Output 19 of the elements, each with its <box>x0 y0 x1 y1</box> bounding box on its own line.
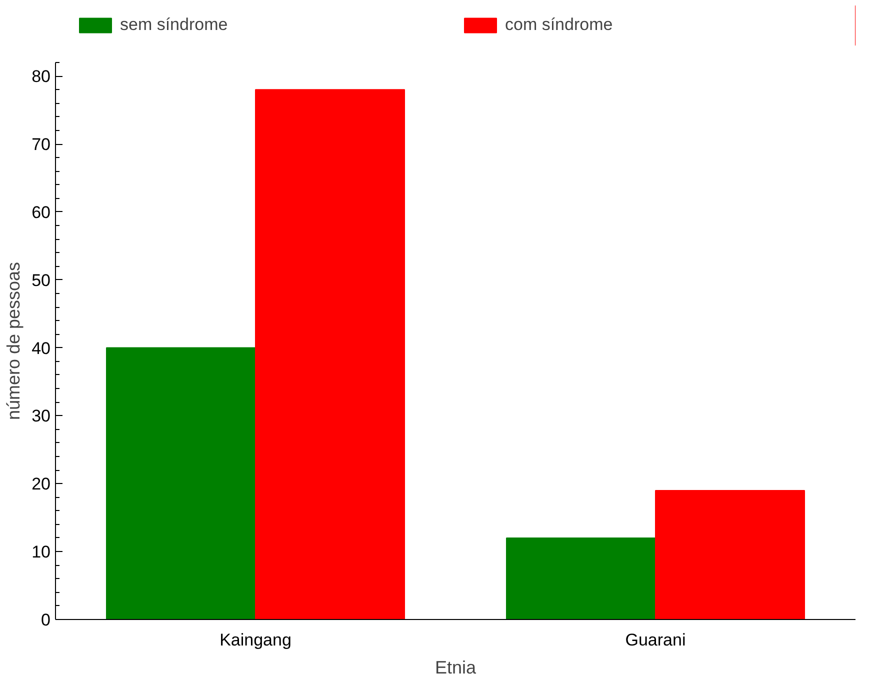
legend-label: sem síndrome <box>120 15 229 35</box>
y-tick-label: 80 <box>32 67 51 86</box>
y-tick-label: 0 <box>41 610 51 630</box>
x-axis-title: Etnia <box>434 658 478 678</box>
y-tick-label: 10 <box>32 542 51 562</box>
x-tick-label: Kaingang <box>220 630 292 650</box>
bar <box>655 490 805 620</box>
x-tick-label: Guarani <box>625 630 686 650</box>
y-tick-label: 30 <box>32 406 51 426</box>
bar <box>255 89 405 620</box>
bar <box>506 537 656 620</box>
y-axis-title: número de pessoas <box>4 262 24 420</box>
y-tick-label: 70 <box>32 135 51 154</box>
y-tick-label: 60 <box>32 202 51 222</box>
legend-label: com síndrome <box>505 15 614 35</box>
y-tick-label: 50 <box>32 270 51 290</box>
bar <box>106 347 256 620</box>
y-tick-label: 40 <box>32 338 51 358</box>
y-tick-label: 20 <box>32 474 51 494</box>
